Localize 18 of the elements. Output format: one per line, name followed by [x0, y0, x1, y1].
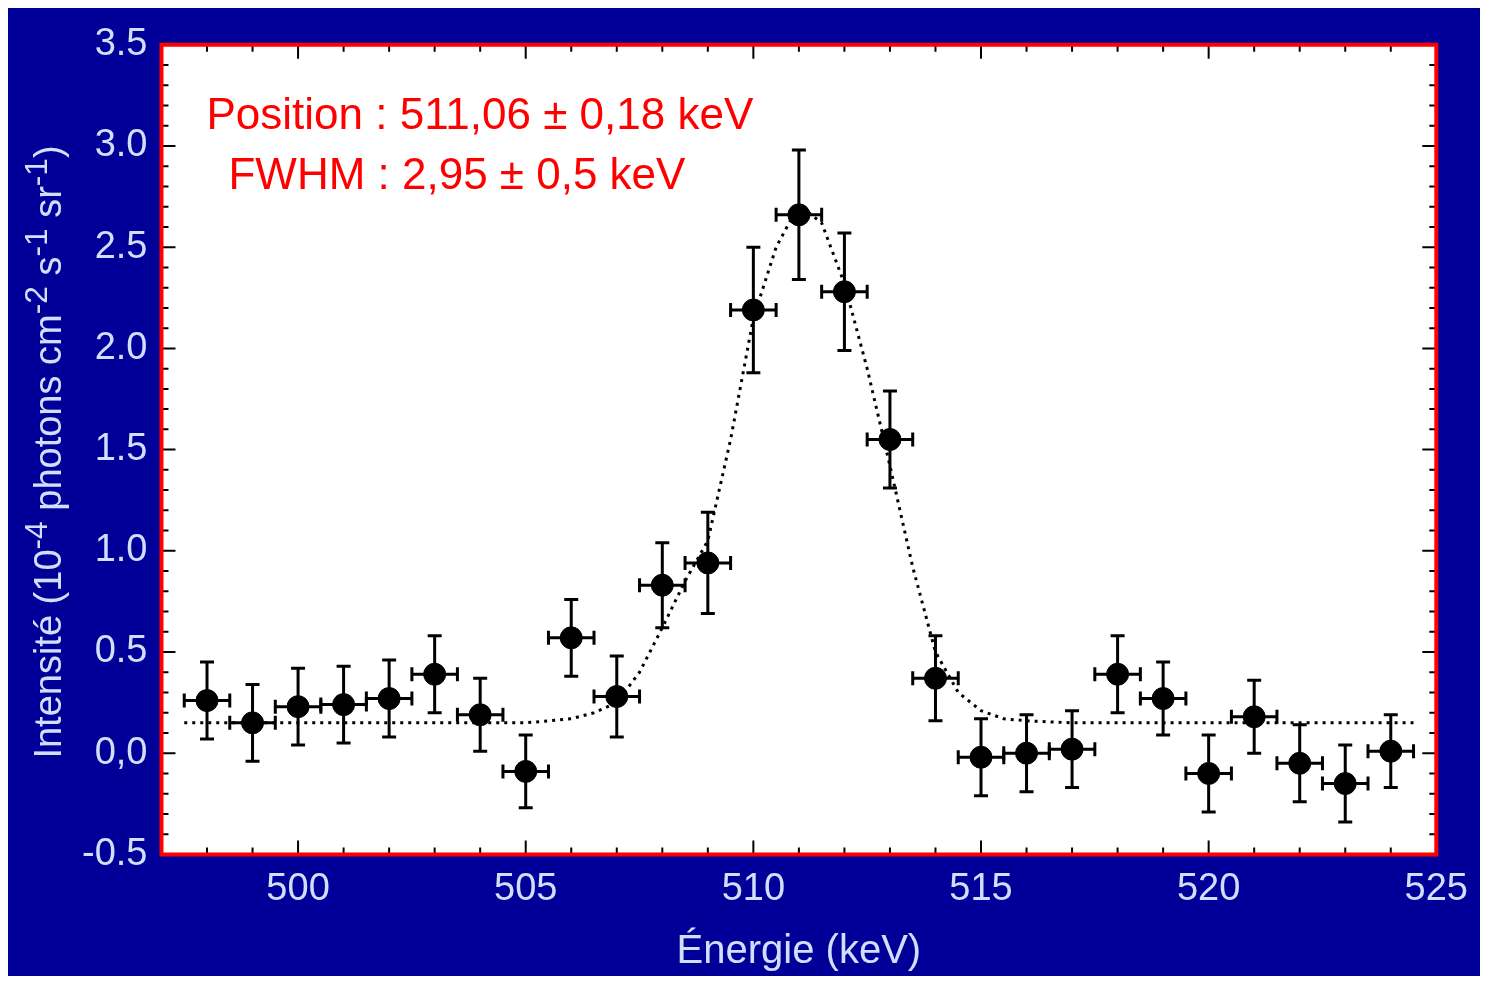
y-tick-label: 3.5 — [94, 21, 148, 64]
y-tick-label: 1.5 — [94, 426, 148, 469]
y-tick-label: 3.0 — [94, 122, 148, 165]
x-tick-label: 500 — [266, 865, 330, 908]
y-tick-label: 0,0 — [94, 729, 148, 772]
x-axis-title: Énergie (keV) — [676, 927, 922, 972]
annotation: FWHM : 2,95 ± 0,5 keV — [228, 148, 687, 198]
y-tick-label: 2.0 — [94, 324, 148, 367]
x-tick-label: 510 — [721, 865, 786, 908]
x-tick-label: 515 — [949, 865, 1013, 908]
y-tick-label: 1.0 — [94, 527, 148, 570]
annotation: Position : 511,06 ± 0,18 keV — [206, 88, 754, 138]
y-tick-label: 0.5 — [94, 628, 148, 671]
x-tick-label: 525 — [1404, 865, 1468, 908]
x-tick-label: 520 — [1176, 865, 1241, 908]
y-tick-label: 2.5 — [94, 223, 148, 266]
x-tick-label: 505 — [494, 865, 558, 908]
y-tick-label: -0.5 — [82, 830, 148, 873]
